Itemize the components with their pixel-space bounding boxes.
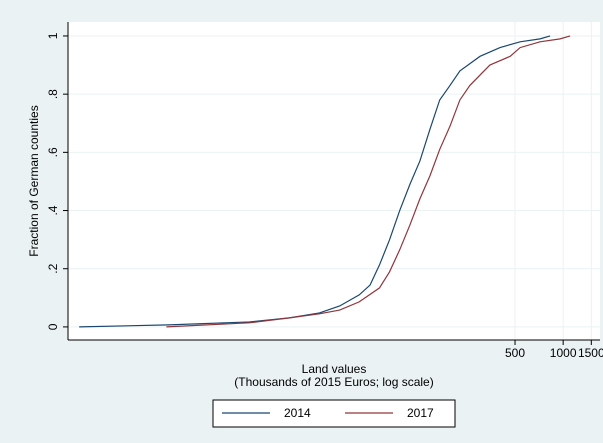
y-axis-title: Fraction of German counties bbox=[27, 105, 41, 256]
x-tick-label: 1500 bbox=[578, 346, 603, 360]
x-axis-title: (Thousands of 2015 Euros; log scale) bbox=[234, 375, 433, 389]
y-tick-label: .6 bbox=[46, 147, 60, 157]
x-axis-title: Land values bbox=[302, 362, 367, 376]
y-tick-label: 1 bbox=[46, 32, 60, 39]
y-tick-label: 0 bbox=[46, 323, 60, 330]
x-tick-label: 500 bbox=[505, 346, 525, 360]
legend-label: 2014 bbox=[284, 406, 311, 420]
y-tick-label: .2 bbox=[46, 263, 60, 273]
y-tick-label: .4 bbox=[46, 205, 60, 215]
legend-label: 2017 bbox=[407, 406, 434, 420]
line bbox=[166, 35, 571, 328]
plot-area bbox=[68, 22, 600, 340]
y-tick-label: .8 bbox=[46, 89, 60, 99]
x-tick-label: 1000 bbox=[550, 346, 577, 360]
